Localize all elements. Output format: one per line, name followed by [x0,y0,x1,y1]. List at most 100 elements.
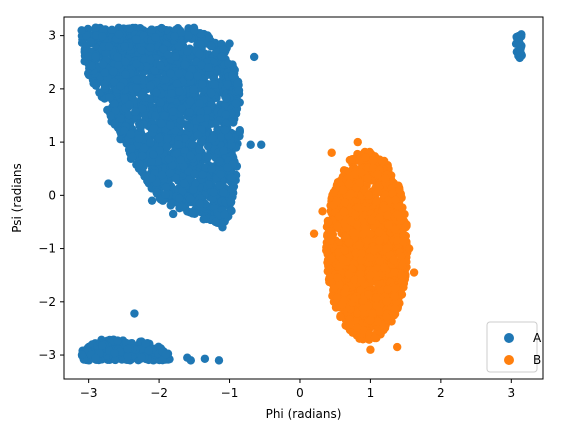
point-b [401,223,410,232]
point-a [227,140,236,150]
point-b [338,255,347,264]
point-b [391,195,400,205]
point-a [103,105,112,115]
point-a [151,111,160,121]
point-b [396,252,406,261]
plot-frame [63,16,544,380]
point-a [179,179,189,188]
point-a [152,188,161,197]
point-a [132,84,142,93]
point-a [170,32,179,41]
point-a [185,123,194,132]
point-a [161,350,171,359]
point-b [336,312,345,322]
point-a [185,108,194,117]
point-b [340,288,349,298]
point-a [166,121,175,130]
point-a [195,99,204,108]
point-b [368,309,377,318]
point-a [222,93,231,103]
point-a [207,164,217,173]
point-a [86,37,95,46]
point-a [163,50,173,59]
point-a [193,130,203,140]
point-a [235,126,244,135]
legend-label-a: A [533,331,542,345]
point-a [227,184,236,194]
point-a [166,69,175,79]
point-a [104,42,114,51]
point-a [234,86,244,95]
x-tick-label: 0 [296,386,304,400]
point-a [160,111,169,121]
point-a [123,344,133,354]
point-a [203,142,213,151]
point-b [377,156,387,166]
point-a [121,57,130,67]
point-a [153,157,162,166]
point-a [246,140,255,149]
point-a [206,88,216,98]
y-axis-label: Psi (radians [10,163,24,233]
point-b [375,256,384,266]
x-tick-label: −2 [150,386,168,400]
point-b [382,296,392,306]
point-a [177,28,186,37]
legend-frame [486,321,538,373]
point-b [390,268,399,277]
point-a [91,52,100,62]
point-a [146,81,155,91]
point-a [104,179,113,188]
point-a [132,35,141,44]
point-a [99,25,108,35]
point-a [121,70,130,79]
point-a [151,88,161,97]
point-a [98,32,107,41]
point-b [358,304,368,313]
point-b [346,189,356,198]
point-b [344,270,353,279]
point-a [190,169,200,179]
point-b [318,207,327,216]
point-b [352,323,362,332]
point-b [390,284,400,293]
point-a [196,114,205,123]
point-b [327,230,336,239]
legend-marker-b [504,355,514,365]
point-b [370,333,380,343]
point-a [157,119,166,128]
point-b [390,292,399,301]
point-b [350,275,359,285]
point-a [147,173,156,183]
point-a [232,79,242,89]
point-b [350,169,359,179]
point-b [332,196,342,206]
point-a [217,52,226,61]
legend-label-b: B [533,353,541,367]
point-a [174,42,184,51]
point-a [138,104,147,113]
point-b [327,148,336,157]
point-b [395,185,404,195]
point-a [224,59,233,68]
point-b [353,137,362,147]
point-b [409,268,419,277]
point-a [119,126,129,135]
point-a [216,170,225,179]
point-b [404,244,414,253]
point-a [77,350,87,360]
point-a [184,167,193,176]
x-tick-label: 1 [367,386,375,400]
point-a [249,52,259,62]
point-a [209,188,218,197]
point-a [174,69,184,78]
point-a [141,62,151,71]
y-tick-label: −1 [38,242,56,256]
point-b [396,270,406,280]
point-a [140,172,150,181]
point-a [87,61,97,71]
point-a [77,26,86,35]
point-a [155,146,164,155]
point-a [185,97,195,106]
point-b [398,236,408,246]
